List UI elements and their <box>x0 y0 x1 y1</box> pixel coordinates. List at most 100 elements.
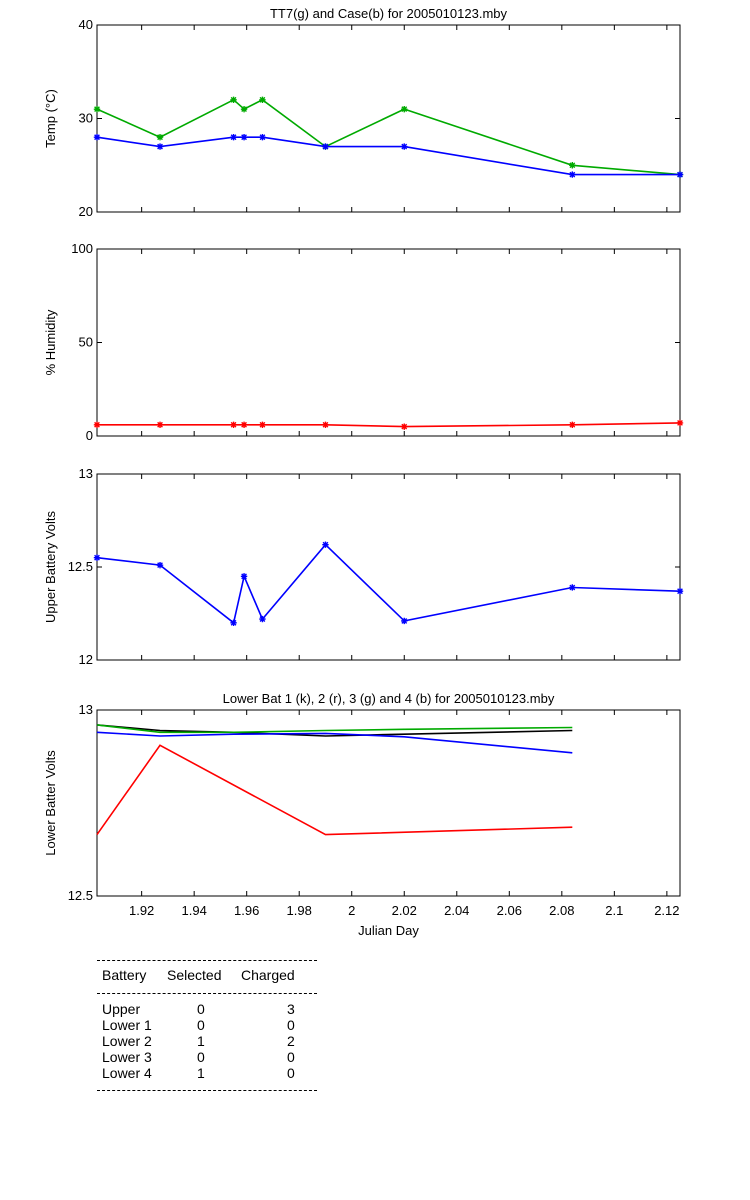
x-tick-label: 2.04 <box>444 903 469 918</box>
series-line <box>96 98 681 176</box>
x-tick-label: 2.12 <box>654 903 679 918</box>
data-point <box>259 421 266 428</box>
data-point <box>230 134 237 141</box>
y-tick-label: 100 <box>71 241 93 256</box>
data-point <box>230 421 237 428</box>
header-selected: Selected <box>167 967 222 983</box>
x-tick-label: 1.98 <box>287 903 312 918</box>
y-tick-label: 30 <box>79 111 93 126</box>
series-2 <box>93 134 684 178</box>
series-line <box>96 136 680 176</box>
x-tick-label: 2.1 <box>605 903 623 918</box>
table-row: Lower 1 0 0 <box>97 1017 317 1033</box>
x-tick-label: 2.08 <box>549 903 574 918</box>
series-line <box>96 724 573 734</box>
chart-panel-2: 0 50 100 % Humidity <box>43 241 684 443</box>
data-point <box>240 573 248 580</box>
battery-name: Lower 4 <box>102 1065 152 1081</box>
x-tick-label: 1.92 <box>129 903 154 918</box>
x-tick-label: 2.06 <box>497 903 522 918</box>
chart-panel-4: 12.5 13 1.92 1.94 1.96 1.98 2 2.02 2.04 2.06 2.08 2… <box>43 691 681 938</box>
y-axis-label: Lower Batter Volts <box>43 750 58 856</box>
data-point <box>322 541 329 548</box>
series-1 <box>93 96 684 178</box>
table-divider-top <box>97 960 317 961</box>
series-2 <box>96 744 573 836</box>
battery-name: Lower 3 <box>102 1049 152 1065</box>
x-tick-label: 1.94 <box>182 903 207 918</box>
battery-table: Battery Selected Charged Upper 0 3 Lower… <box>97 960 317 1091</box>
chart-title: Lower Bat 1 (k), 2 (r), 3 (g) and 4 (b) … <box>223 691 555 706</box>
charged-value: 3 <box>287 1001 295 1017</box>
data-point <box>156 134 164 141</box>
data-point <box>93 554 101 561</box>
plot-frame <box>96 473 681 661</box>
battery-name: Lower 2 <box>102 1033 152 1049</box>
selected-value: 0 <box>197 1049 205 1065</box>
selected-value: 0 <box>197 1001 205 1017</box>
y-tick-label: 20 <box>79 204 93 219</box>
data-point <box>322 421 329 428</box>
series-1 <box>93 541 684 626</box>
y-tick-label: 12 <box>79 652 93 667</box>
table-divider-header <box>97 993 317 994</box>
data-point <box>401 105 408 113</box>
data-point <box>240 134 248 141</box>
y-tick-label: 13 <box>79 466 93 481</box>
plot-frame <box>96 709 681 897</box>
y-tick-label: 40 <box>79 17 93 32</box>
data-point <box>230 619 237 626</box>
data-point <box>240 105 248 113</box>
charged-value: 0 <box>287 1065 295 1081</box>
battery-name: Upper <box>102 1001 141 1017</box>
y-axis-label: Temp (°C) <box>43 89 58 148</box>
chart-panel-1: 20 30 40 TT7(g) and Case(b) for 2005010123.… <box>43 6 684 219</box>
series-line <box>97 422 681 428</box>
table-divider-bottom <box>97 1090 317 1091</box>
data-point <box>93 105 101 113</box>
data-point <box>240 421 248 428</box>
charged-value: 2 <box>287 1033 295 1049</box>
series-line <box>96 543 681 625</box>
data-point <box>322 143 329 150</box>
series-line <box>96 731 573 754</box>
y-axis-label: % Humidity <box>43 309 58 375</box>
data-point <box>156 143 164 150</box>
data-point <box>569 584 576 591</box>
data-point <box>93 134 101 141</box>
table-body: Upper 0 3 Lower 1 0 0 Lower 2 1 2 Lower … <box>97 1001 317 1081</box>
data-point <box>676 587 684 595</box>
plot-frame <box>96 24 681 213</box>
x-tick-label: 1.96 <box>234 903 259 918</box>
table-row: Lower 4 1 0 <box>97 1065 317 1081</box>
series-4 <box>96 731 573 754</box>
data-point <box>401 143 408 150</box>
data-point <box>259 134 266 141</box>
series-1 <box>93 419 684 430</box>
data-point <box>93 421 101 428</box>
table-row: Upper 0 3 <box>97 1001 317 1017</box>
data-point <box>230 96 237 103</box>
header-battery: Battery <box>102 967 147 983</box>
chart-title: TT7(g) and Case(b) for 2005010123.mby <box>270 6 508 21</box>
selected-value: 1 <box>197 1033 205 1049</box>
y-tick-label: 12.5 <box>68 888 93 903</box>
data-point <box>259 615 266 623</box>
y-tick-label: 12.5 <box>68 559 93 574</box>
y-axis-label: Upper Battery Volts <box>43 511 58 623</box>
chart-panel-3: 12 12.5 13 Upper Battery Volts <box>43 466 684 667</box>
data-point <box>676 171 684 178</box>
selected-value: 0 <box>197 1017 205 1033</box>
y-tick-label: 0 <box>86 428 93 443</box>
x-tick-label: 2 <box>348 903 355 918</box>
data-point <box>156 421 164 428</box>
selected-value: 1 <box>197 1065 205 1081</box>
table-header-row: Battery Selected Charged <box>97 964 317 986</box>
series-line <box>96 744 573 836</box>
data-point <box>569 421 576 428</box>
data-point <box>259 96 266 103</box>
data-point <box>676 419 684 427</box>
charged-value: 0 <box>287 1017 295 1033</box>
y-tick-label: 13 <box>79 702 93 717</box>
